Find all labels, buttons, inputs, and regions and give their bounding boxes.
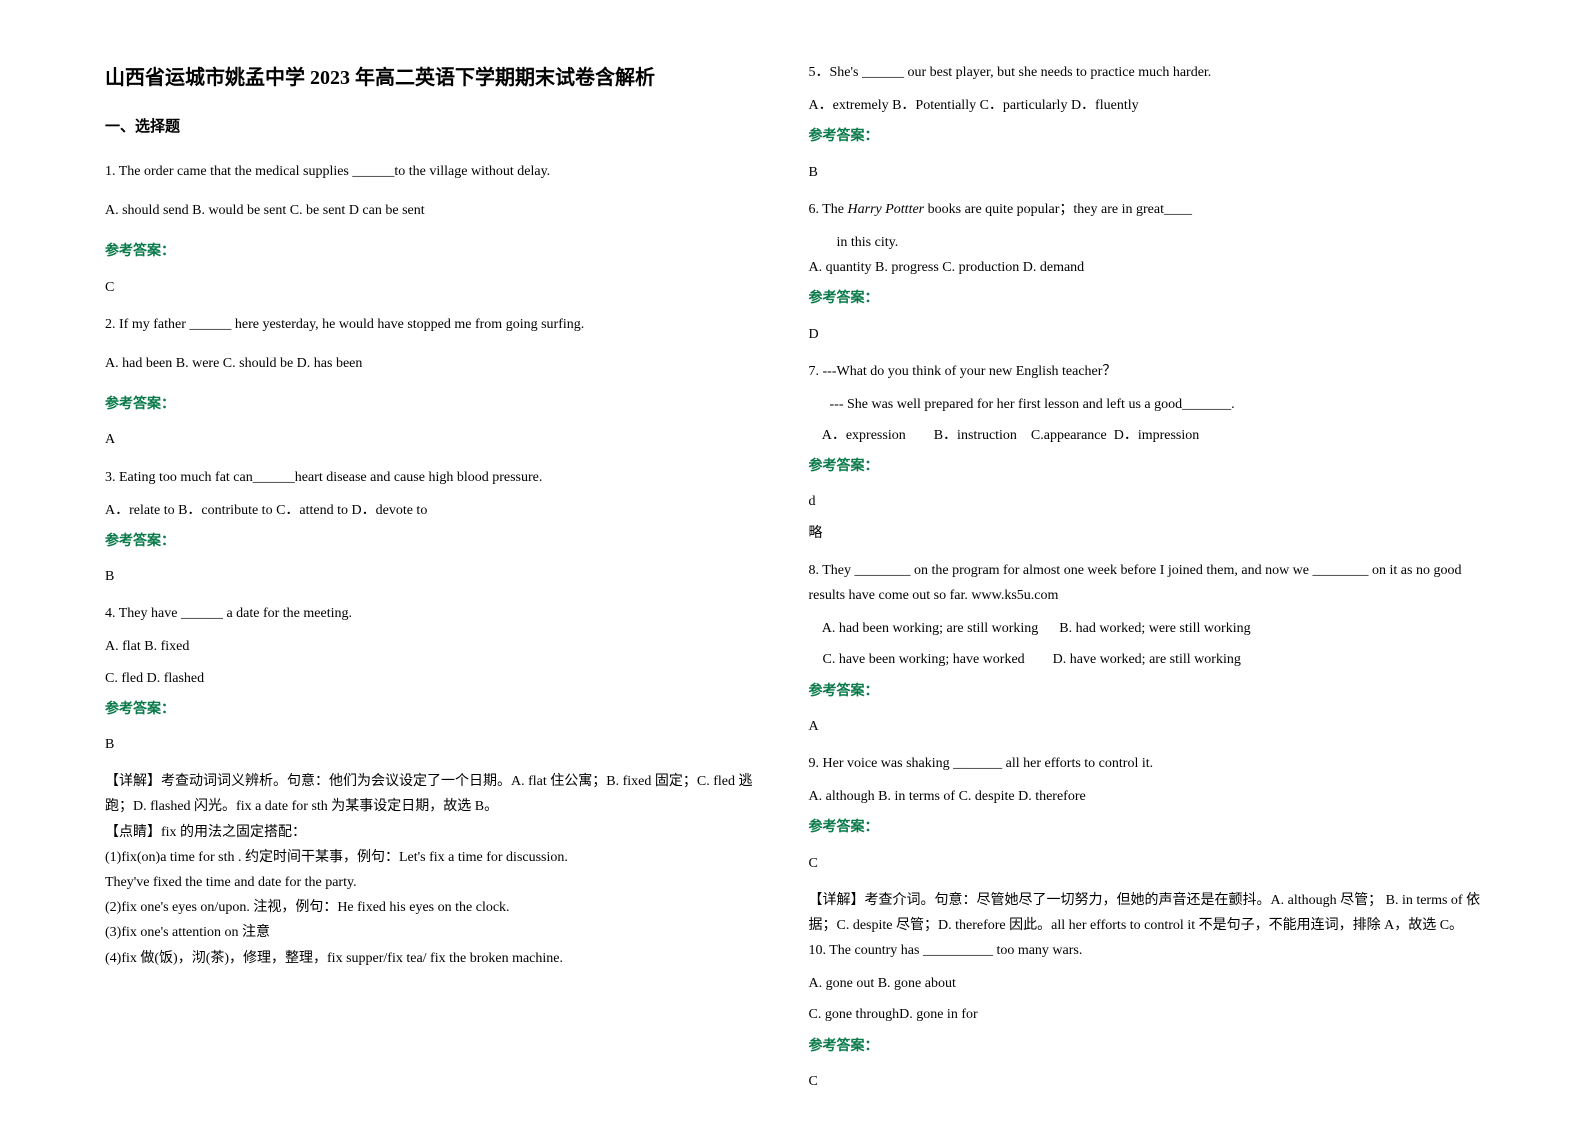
question-6-pre: 6. The: [809, 202, 848, 217]
question-1-options: A. should send B. would be sent C. be se…: [105, 198, 779, 223]
question-2-options: A. had been B. were C. should be D. has …: [105, 351, 779, 376]
question-4-explanation-1: 【详解】考查动词词义辨析。句意：他们为会议设定了一个日期。A. flat 住公寓…: [105, 769, 779, 819]
question-10: 10. The country has __________ too many …: [809, 938, 1483, 963]
question-8: 8. They ________ on the program for almo…: [809, 558, 1483, 608]
answer-label: 参考答案：: [105, 529, 779, 554]
question-8-options-c: C. have been working; have worked D. hav…: [809, 647, 1483, 672]
question-6-post: books are quite popular；they are in grea…: [924, 202, 1192, 217]
question-7: 7. ---What do you think of your new Engl…: [809, 359, 1483, 384]
question-4-explanation-2: 【点睛】fix 的用法之固定搭配：: [105, 820, 779, 845]
question-9-answer: C: [809, 851, 1483, 876]
answer-label: 参考答案：: [105, 392, 779, 417]
question-3-options: A．relate to B．contribute to C．attend to …: [105, 498, 779, 523]
right-column: 5．She's ______ our best player, but she …: [794, 60, 1498, 1062]
question-10-answer: C: [809, 1069, 1483, 1094]
question-5-answer: B: [809, 160, 1483, 185]
question-3: 3. Eating too much fat can______heart di…: [105, 465, 779, 490]
question-4-explanation-5: (2)fix one's eyes on/upon. 注视，例句：He fixe…: [105, 895, 779, 920]
question-8-answer: A: [809, 714, 1483, 739]
left-column: 山西省运城市姚孟中学 2023 年高二英语下学期期末试卷含解析 一、选择题 1.…: [90, 60, 794, 1062]
question-10-options-c: C. gone throughD. gone in for: [809, 1002, 1483, 1027]
question-8-options-a: A. had been working; are still working B…: [809, 616, 1483, 641]
question-7-options: A．expression B．instruction C.appearance …: [809, 423, 1483, 448]
document-title: 山西省运城市姚孟中学 2023 年高二英语下学期期末试卷含解析: [105, 60, 779, 96]
answer-label: 参考答案：: [105, 697, 779, 722]
question-2-answer: A: [105, 427, 779, 452]
answer-label: 参考答案：: [809, 124, 1483, 149]
question-4-explanation-3: (1)fix(on)a time for sth . 约定时间干某事，例句：Le…: [105, 845, 779, 870]
question-6-line2: in this city.: [809, 230, 1483, 255]
question-6: 6. The Harry Pottter books are quite pop…: [809, 197, 1483, 222]
question-4-options-a: A. flat B. fixed: [105, 634, 779, 659]
question-10-options-a: A. gone out B. gone about: [809, 971, 1483, 996]
question-4: 4. They have ______ a date for the meeti…: [105, 601, 779, 626]
question-5-options: A．extremely B．Potentially C．particularly…: [809, 93, 1483, 118]
question-4-answer: B: [105, 732, 779, 757]
question-9-options: A. although B. in terms of C. despite D.…: [809, 784, 1483, 809]
question-7-answer2: 略: [809, 521, 1483, 546]
section-header: 一、选择题: [105, 114, 779, 141]
answer-label: 参考答案：: [105, 239, 779, 264]
question-1-answer: C: [105, 275, 779, 300]
answer-label: 参考答案：: [809, 1034, 1483, 1059]
question-5: 5．She's ______ our best player, but she …: [809, 60, 1483, 85]
question-9: 9. Her voice was shaking _______ all her…: [809, 751, 1483, 776]
answer-label: 参考答案：: [809, 286, 1483, 311]
question-9-explanation: 【详解】考查介词。句意：尽管她尽了一切努力，但她的声音还是在颤抖。A. alth…: [809, 888, 1483, 938]
question-2: 2. If my father ______ here yesterday, h…: [105, 312, 779, 337]
question-4-options-c: C. fled D. flashed: [105, 666, 779, 691]
question-1: 1. The order came that the medical suppl…: [105, 159, 779, 184]
answer-label: 参考答案：: [809, 679, 1483, 704]
question-6-options: A. quantity B. progress C. production D.…: [809, 255, 1483, 280]
question-6-italic: Harry Pottter: [848, 202, 925, 217]
question-4-explanation-4: They've fixed the time and date for the …: [105, 870, 779, 895]
answer-label: 参考答案：: [809, 454, 1483, 479]
question-4-explanation-7: (4)fix 做(饭)，沏(茶)，修理，整理，fix supper/fix te…: [105, 946, 779, 971]
question-3-answer: B: [105, 564, 779, 589]
question-4-explanation-6: (3)fix one's attention on 注意: [105, 920, 779, 945]
question-7-answer: d: [809, 489, 1483, 514]
question-7-line2: --- She was well prepared for her first …: [809, 392, 1483, 417]
answer-label: 参考答案：: [809, 815, 1483, 840]
question-6-answer: D: [809, 322, 1483, 347]
